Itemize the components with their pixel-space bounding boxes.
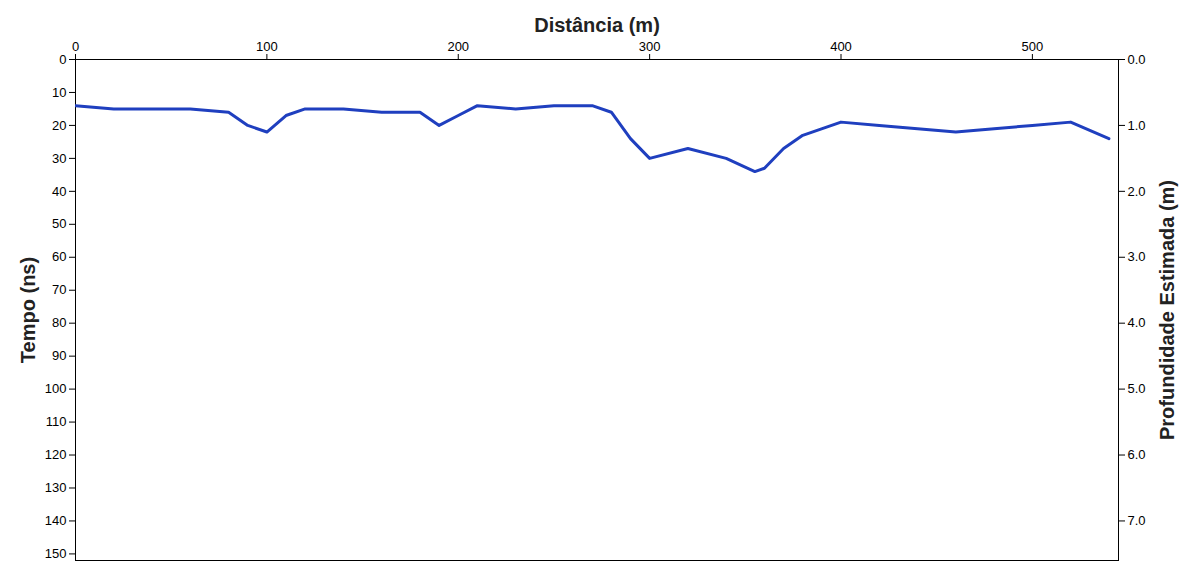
svg-text:70: 70	[52, 282, 66, 297]
svg-text:7.0: 7.0	[1128, 513, 1146, 528]
svg-text:80: 80	[52, 315, 66, 330]
svg-text:0.0: 0.0	[1128, 52, 1146, 67]
svg-text:50: 50	[52, 216, 66, 231]
svg-text:2.0: 2.0	[1128, 184, 1146, 199]
svg-text:400: 400	[830, 39, 852, 54]
svg-text:0: 0	[72, 39, 79, 54]
svg-text:40: 40	[52, 184, 66, 199]
svg-text:500: 500	[1022, 39, 1044, 54]
svg-text:200: 200	[447, 39, 469, 54]
svg-text:Profundidade Estimada (m): Profundidade Estimada (m)	[1156, 180, 1178, 440]
svg-text:5.0: 5.0	[1128, 381, 1146, 396]
svg-text:90: 90	[52, 348, 66, 363]
svg-text:10: 10	[52, 85, 66, 100]
svg-text:100: 100	[256, 39, 278, 54]
svg-text:100: 100	[45, 381, 67, 396]
svg-text:300: 300	[639, 39, 661, 54]
svg-text:60: 60	[52, 249, 66, 264]
svg-text:4.0: 4.0	[1128, 315, 1146, 330]
svg-text:120: 120	[45, 447, 67, 462]
svg-text:1.0: 1.0	[1128, 118, 1146, 133]
svg-text:110: 110	[46, 414, 67, 429]
svg-text:130: 130	[45, 480, 67, 495]
svg-text:3.0: 3.0	[1128, 249, 1146, 264]
svg-text:140: 140	[45, 513, 67, 528]
svg-text:Distância (m): Distância (m)	[534, 14, 660, 36]
svg-text:Tempo (ns): Tempo (ns)	[17, 257, 39, 363]
svg-text:150: 150	[45, 546, 67, 561]
svg-text:0: 0	[59, 52, 66, 67]
svg-text:6.0: 6.0	[1128, 447, 1146, 462]
svg-text:30: 30	[52, 151, 66, 166]
svg-text:20: 20	[52, 118, 66, 133]
